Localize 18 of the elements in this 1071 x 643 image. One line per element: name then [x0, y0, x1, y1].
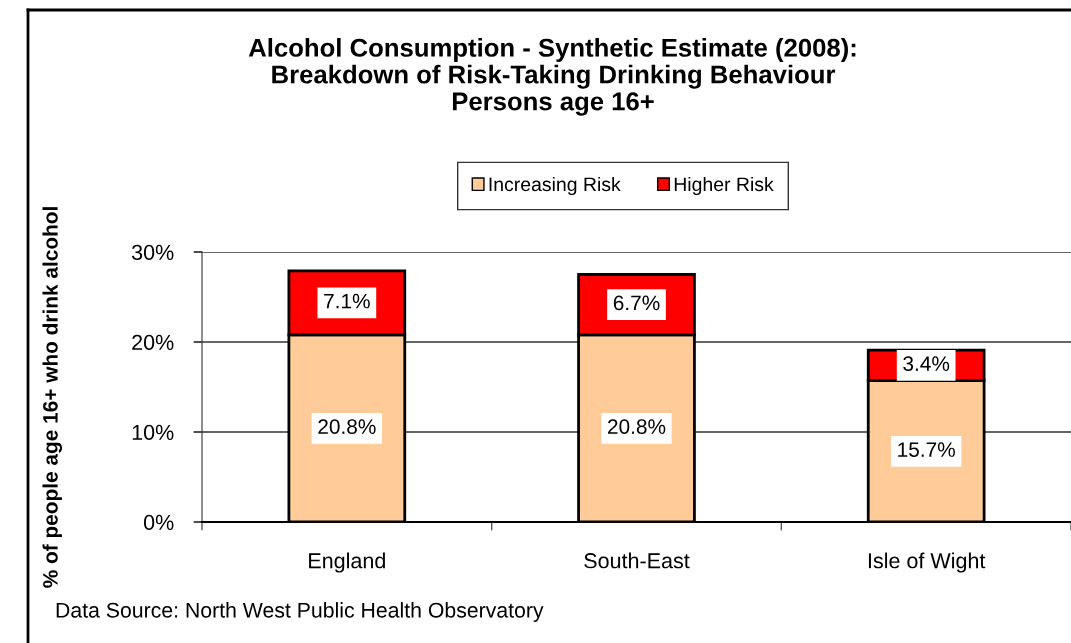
x-tick-label: England: [309, 552, 385, 573]
y-tick-label: 30%: [131, 244, 174, 261]
legend-label: Higher Risk: [674, 176, 774, 196]
legend-label: Increasing Risk: [489, 176, 621, 196]
data-label: 20.8%: [608, 419, 666, 434]
y-axis-title: % of people age 16+ who drink alcohol: [42, 207, 62, 588]
chart-title: Alcohol Consumption - Synthetic Estimate (2008): Breakdown of Risk-Taking Drinking Behaviour Persons age 16+: [248, 38, 856, 116]
x-tick-label: South-East: [584, 552, 690, 569]
y-tick-label: 10%: [132, 424, 174, 441]
data-label: 20.8%: [318, 419, 376, 434]
source-note: Data Source: North West Public Health Observatory: [56, 602, 544, 622]
y-tick-label: 20%: [132, 334, 174, 351]
data-label: 6.7%: [613, 295, 660, 311]
x-tick-label: Isle of Wight: [868, 552, 986, 573]
y-tick-label: 0%: [143, 514, 174, 531]
data-label: 7.1%: [324, 293, 370, 309]
data-label: 3.4%: [903, 356, 950, 371]
data-label: 15.7%: [898, 442, 955, 457]
